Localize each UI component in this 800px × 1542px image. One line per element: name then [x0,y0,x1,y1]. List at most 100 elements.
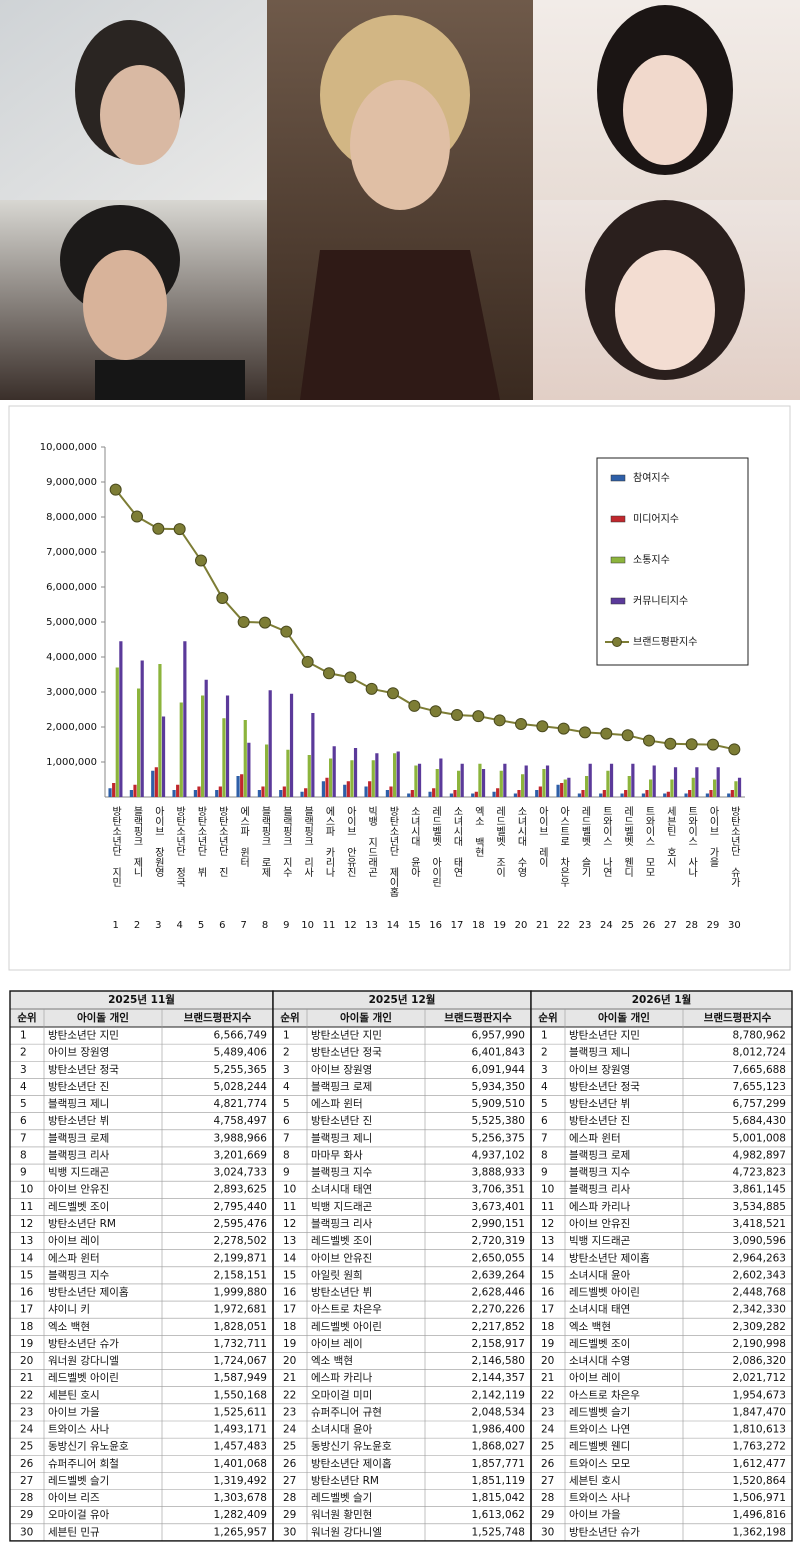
idol-name: 소녀시대 태연 [569,1304,630,1316]
bar [201,695,205,797]
x-tick-label: 방탄소년단 슈가 [728,806,740,888]
brand-score: 2,964,263 [733,1252,786,1264]
bar [222,718,226,797]
x-tick-label: 방탄소년단 진 [216,806,228,877]
bar [311,713,315,797]
brand-score: 2,021,712 [733,1372,786,1384]
brand-score: 1,525,748 [472,1526,525,1538]
brand-score: 2,720,319 [472,1235,525,1247]
bar [620,793,624,797]
bar [627,776,631,797]
brand-score: 4,937,102 [472,1149,525,1161]
brand-score: 1,525,611 [214,1406,267,1418]
bar [247,742,251,797]
point [344,671,357,684]
brand-score: 3,888,933 [472,1167,525,1179]
brand-score: 8,012,724 [733,1047,787,1059]
brand-score: 5,909,510 [472,1098,525,1110]
idol-name: 레드벨벳 슬기 [48,1475,109,1487]
point [131,510,143,523]
bar [684,793,688,797]
bar [161,716,166,797]
brand-score: 3,861,145 [733,1184,786,1196]
brand-score: 1,828,051 [214,1321,267,1333]
rank: 6 [283,1115,290,1127]
rank: 17 [20,1304,33,1316]
bar [108,788,112,797]
idol-name: 소녀시대 윤아 [311,1424,373,1436]
column-header: 아이돌 개인 [77,1011,129,1024]
idol-name: 아이브 안유진 [569,1218,630,1230]
bar [709,790,713,797]
idol-name: 아스트로 차은우 [311,1304,382,1316]
rank: 1 [541,1030,548,1042]
idol-name: 소녀시대 태연 [311,1184,372,1196]
bar [606,770,610,797]
rank: 1 [20,1030,27,1042]
rank: 18 [283,1321,296,1333]
idol-name: 에스파 윈터 [48,1251,100,1264]
idol-name: 방탄소년단 슈가 [48,1338,119,1350]
rank: 14 [283,1252,297,1264]
brand-score: 2,893,625 [214,1184,267,1196]
rank-label: 22 [557,920,570,931]
idol-name: 빅뱅 지드래곤 [569,1235,631,1247]
brand-score: 1,506,971 [733,1492,786,1504]
rank-label: 1 [112,920,118,931]
rank-label: 3 [155,920,161,931]
rank: 15 [283,1269,296,1281]
brand-score: 2,990,151 [472,1218,525,1230]
bar [350,760,354,797]
bar [410,790,414,797]
bar [538,786,542,797]
brand-score: 7,655,123 [733,1081,786,1093]
rank: 24 [541,1424,555,1436]
rank: 21 [541,1372,554,1384]
rank: 12 [20,1218,33,1230]
rank: 22 [283,1389,296,1401]
column-header: 아이돌 개인 [340,1011,392,1024]
x-tick-label: 소녀시대 수영 [515,806,527,877]
x-tick-label: 블랙핑크 제니 [131,806,143,878]
point [109,483,122,496]
rank: 22 [20,1389,33,1401]
point [600,727,613,740]
rank: 6 [20,1115,27,1127]
idol-name: 아이브 장원영 [311,1064,372,1076]
brand-score: 1,724,067 [214,1355,267,1367]
rank: 5 [541,1098,548,1110]
bar [730,790,734,797]
brand-score: 1,265,957 [214,1526,267,1538]
x-tick-label: 방탄소년단 지민 [110,806,122,887]
brand-score: 2,199,871 [214,1252,267,1264]
rank-label: 10 [301,920,314,931]
point [621,729,634,742]
idol-name: 블랙핑크 리사 [48,1149,110,1161]
idol-name: 아이브 안유진 [48,1184,109,1196]
rank: 12 [283,1218,296,1230]
rank: 26 [541,1458,555,1470]
point [301,655,314,668]
bar [112,783,116,797]
rank: 17 [283,1304,296,1316]
bar [154,767,158,797]
rank: 18 [20,1321,33,1333]
column-header: 브랜드평판지수 [444,1011,512,1024]
idol-name: 빅뱅 지드래곤 [311,1201,373,1213]
bar [286,749,290,797]
idol-name: 빅뱅 지드래곤 [48,1167,110,1179]
bar [179,702,183,797]
point [429,705,442,718]
brand-score: 2,190,998 [733,1338,786,1350]
bar [521,774,525,797]
brand-score: 4,982,897 [733,1149,786,1161]
brand-score: 1,851,119 [472,1475,525,1487]
brand-score: 2,146,580 [472,1355,525,1367]
rank: 9 [541,1167,548,1179]
rank: 4 [541,1081,548,1093]
rank: 7 [541,1132,548,1144]
x-tick-label: 아이브 안유진 [344,806,356,877]
bar [243,720,247,797]
brand-score: 1,732,711 [214,1338,267,1350]
